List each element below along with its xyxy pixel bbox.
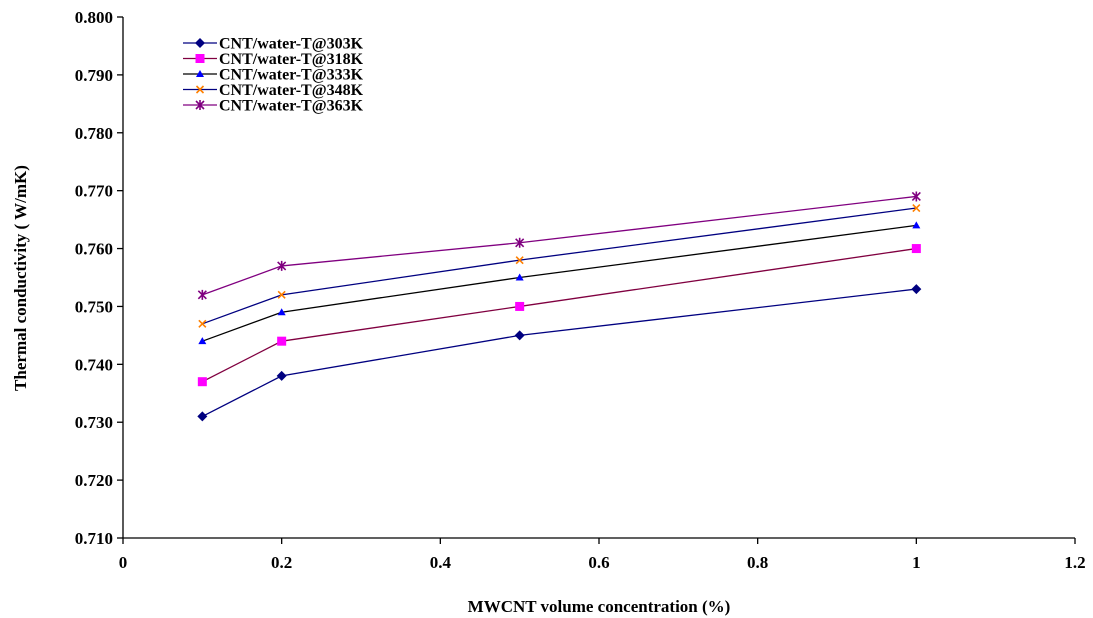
y-axis-title: Thermal conductivity ( W/mK) [11,165,30,391]
x-tick-label: 0.2 [271,553,292,572]
x-tick-label: 0.6 [588,553,609,572]
y-tick-label: 0.740 [75,355,113,374]
y-tick-label: 0.750 [75,297,113,316]
series-line [202,207,917,325]
y-tick-label: 0.710 [75,529,113,548]
x-axis: 0 0.2 0.4 0.6 0.8 1 1.2 [119,538,1086,572]
data-point [911,191,921,202]
data-point [514,330,525,341]
y-axis: 0.710 0.720 0.730 0.740 0.750 0.760 0.770 0.780… [75,8,123,548]
series-1 [197,284,922,422]
y-tick-label: 0.720 [75,471,113,490]
legend-item: CNT/water-T@303K [183,36,364,53]
data-point [277,290,286,299]
y-tick-label: 0.730 [75,413,113,432]
data-point [911,244,921,254]
legend-marker [195,100,205,110]
legend-item: CNT/water-T@363K [183,98,364,115]
legend-label: CNT/water-T@348K [219,82,364,99]
legend-item: CNT/water-T@333K [183,67,364,84]
series-line [202,247,917,383]
data-point [198,319,207,328]
y-tick-label: 0.790 [75,66,113,85]
legend-label: CNT/water-T@363K [219,98,364,115]
data-point [912,203,921,213]
data-point [276,370,287,381]
data-point [277,260,287,271]
data-point [277,308,286,316]
data-point [197,411,208,422]
legend-item: CNT/water-T@348K [183,82,364,99]
legend-marker [195,85,205,94]
y-tick-label: 0.770 [75,182,113,201]
legend-marker [195,54,205,63]
data-point [197,289,207,300]
x-tick-label: 0 [119,553,128,572]
x-axis-title: MWCNT volume concentration (%) [468,597,731,616]
x-tick-label: 0.8 [747,553,768,572]
series-3 [198,221,921,345]
legend-item: CNT/water-T@318K [183,51,364,68]
legend-label: CNT/water-T@303K [219,36,364,53]
x-tick-label: 1.2 [1064,553,1085,572]
legend-label: CNT/water-T@318K [219,51,364,68]
x-tick-label: 1 [912,553,921,572]
x-tick-label: 0.4 [430,553,452,572]
series-line [202,224,917,342]
series-layer [197,191,922,422]
data-point [515,301,525,311]
data-point [277,336,287,346]
y-tick-label: 0.780 [75,124,113,143]
y-tick-label: 0.800 [75,8,113,27]
legend-marker [196,70,204,77]
series-5 [197,191,921,300]
series-line [202,195,917,296]
series-4 [198,203,921,328]
data-point [198,337,207,345]
series-line [202,288,917,418]
legend-label: CNT/water-T@333K [219,67,364,84]
data-point [912,221,921,229]
legend-marker [195,38,205,48]
legend: CNT/water-T@303KCNT/water-T@318KCNT/wate… [183,36,364,115]
data-point [515,237,525,248]
series-2 [197,244,921,387]
data-point [515,256,524,265]
y-tick-label: 0.760 [75,240,113,259]
data-point [515,273,524,281]
data-point [197,377,207,387]
data-point [911,284,922,295]
